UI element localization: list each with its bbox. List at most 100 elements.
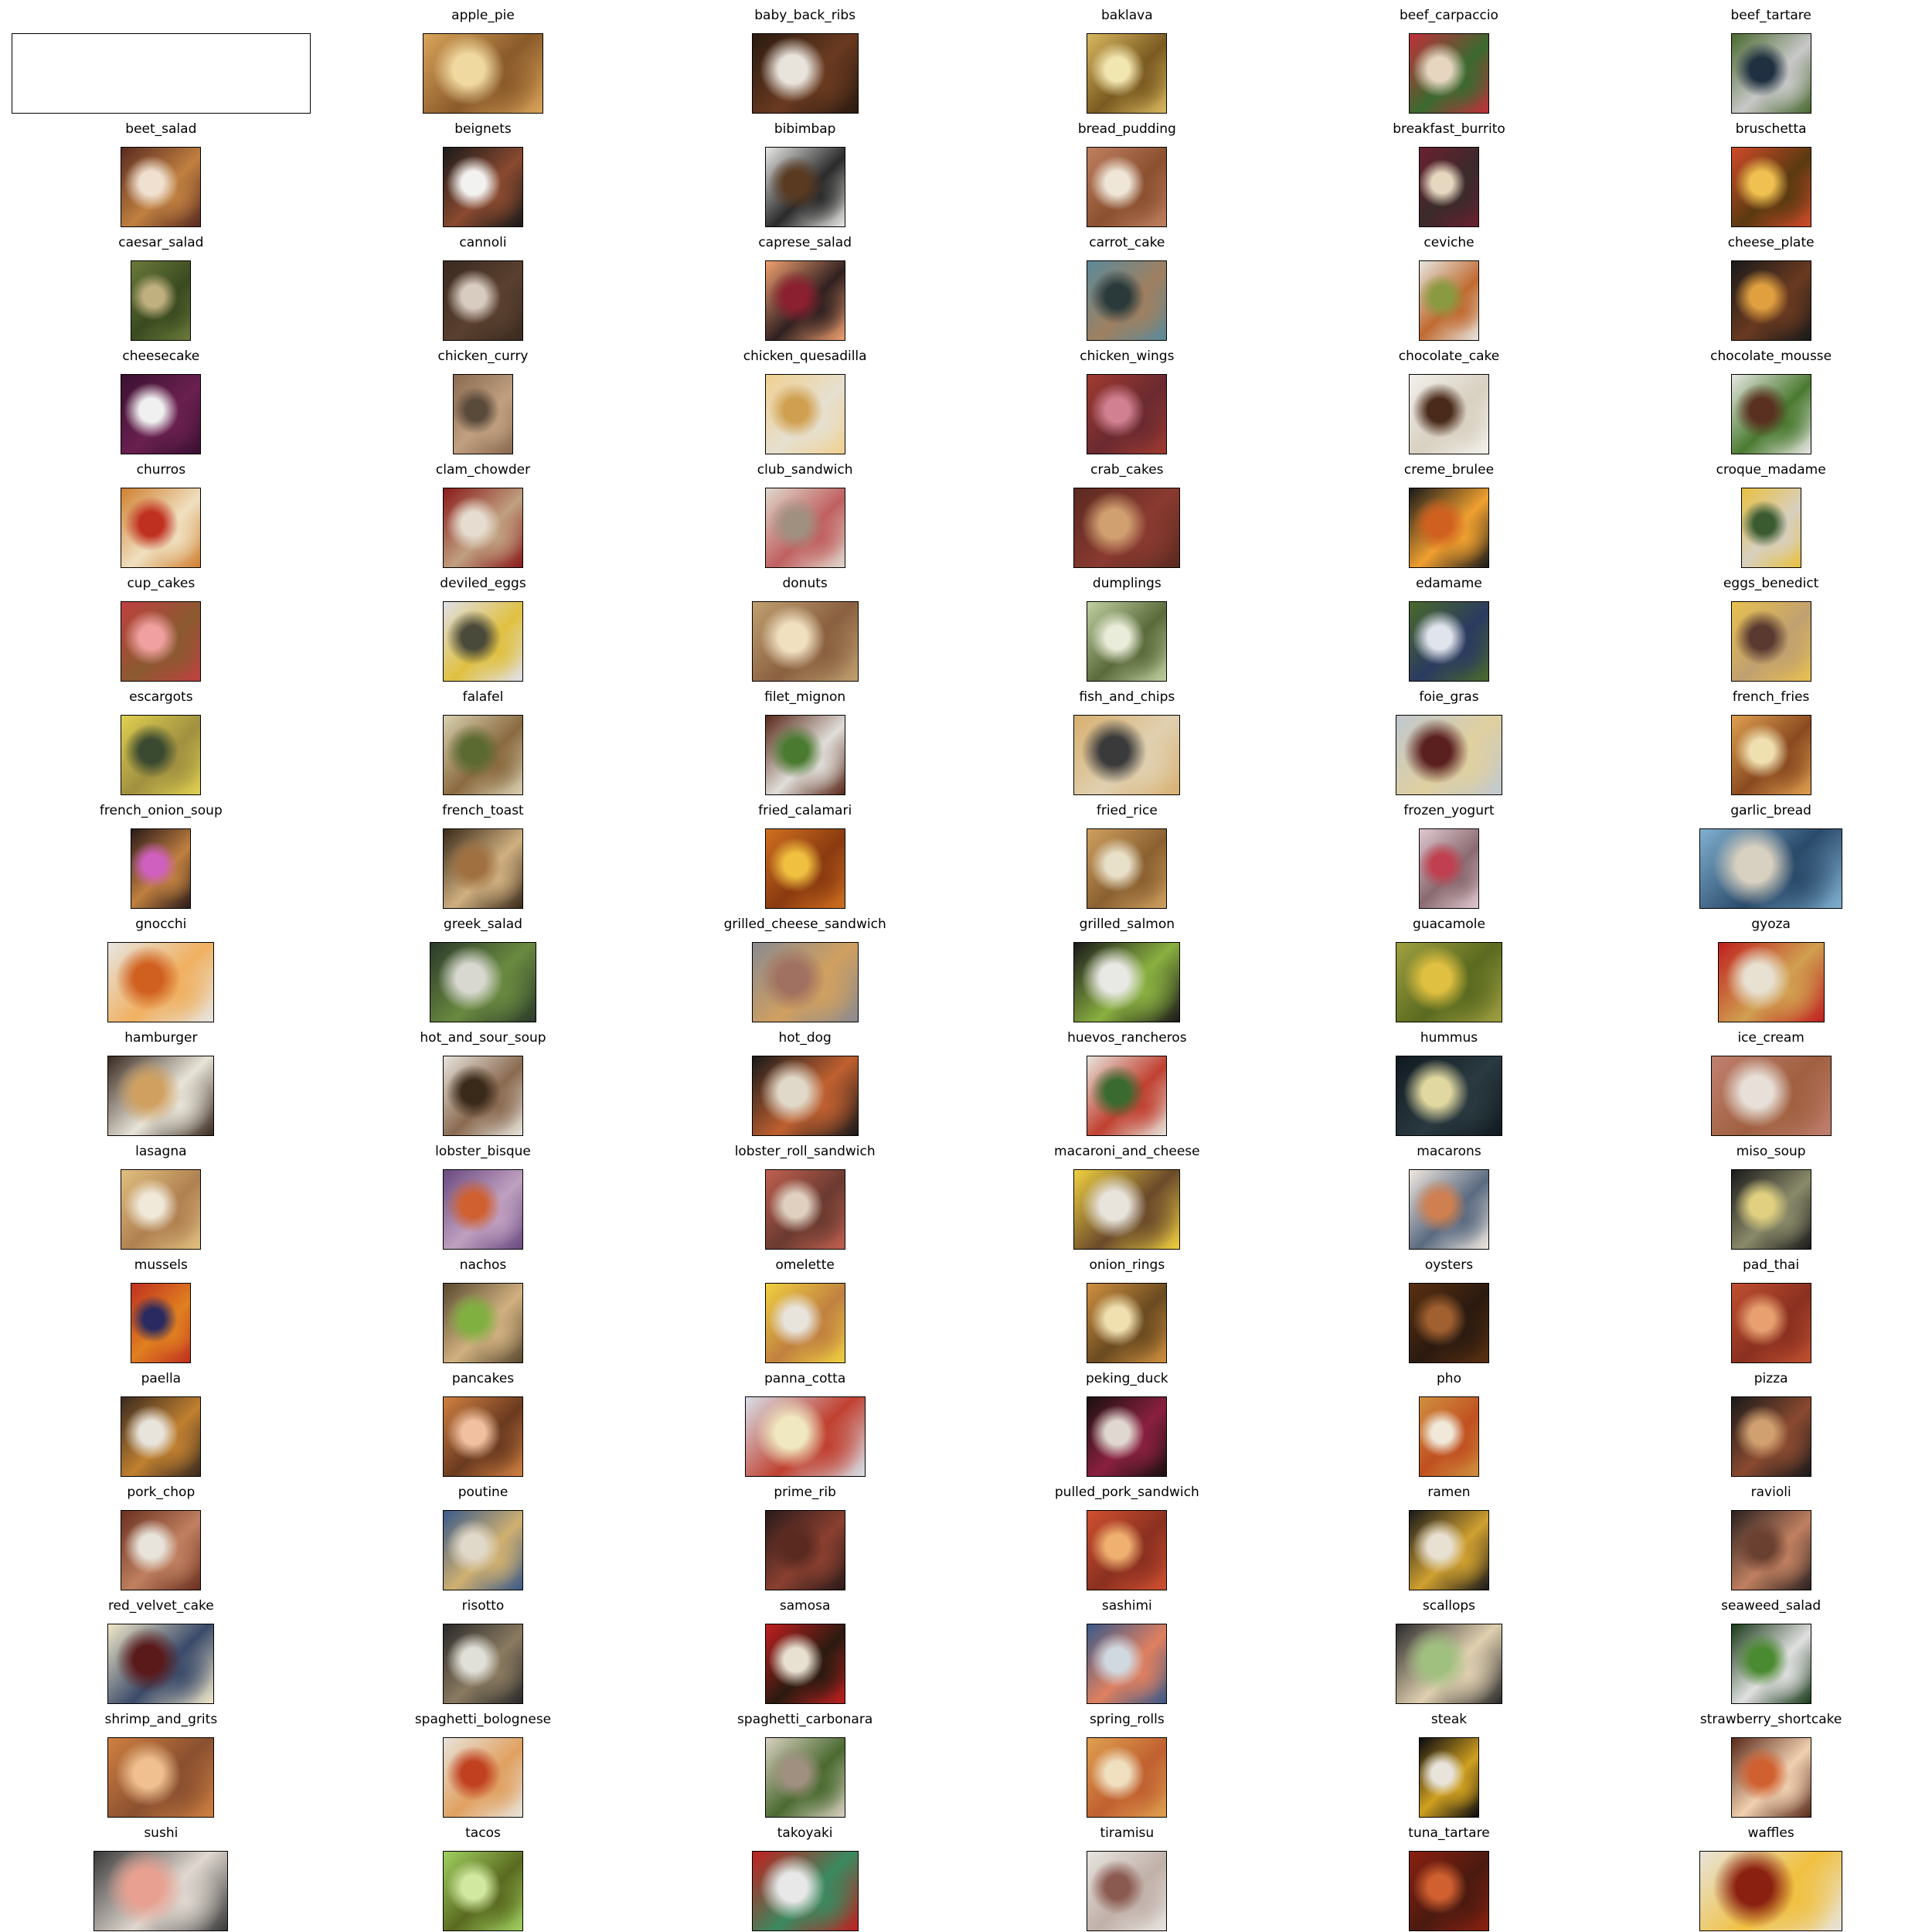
grid-cell: chocolate_cake <box>1288 341 1611 454</box>
grid-cell: panna_cotta <box>644 1363 966 1477</box>
food-photo-thumbnail <box>764 1169 845 1250</box>
food-photo-thumbnail <box>1087 828 1168 909</box>
food-photo-thumbnail <box>1395 942 1503 1022</box>
food-photo-thumbnail <box>442 1056 523 1136</box>
food-photo-thumbnail <box>764 1624 845 1704</box>
food-photo-thumbnail <box>452 374 513 454</box>
food-photo-thumbnail <box>1408 374 1489 454</box>
cell-title: edamame <box>1416 576 1482 591</box>
grid-cell: dumplings <box>966 568 1288 682</box>
food-photo-thumbnail <box>131 828 192 909</box>
food-photo-thumbnail <box>1418 1737 1479 1818</box>
grid-cell: greek_salad <box>322 909 645 1022</box>
grid-cell: lobster_bisque <box>322 1136 645 1250</box>
grid-cell: edamame <box>1288 568 1611 682</box>
food-photo-thumbnail <box>1730 715 1811 795</box>
food-photo-thumbnail <box>1408 1510 1489 1590</box>
food-photo-thumbnail <box>1418 260 1479 341</box>
food-photo-thumbnail <box>764 374 845 454</box>
cell-title: macarons <box>1417 1144 1481 1159</box>
food-photo-thumbnail <box>1730 1283 1811 1363</box>
grid-cell: sushi <box>0 1818 322 1931</box>
food-photo-thumbnail <box>1408 601 1489 682</box>
food-photo-thumbnail <box>1408 1169 1489 1250</box>
cell-title: hot_and_sour_soup <box>420 1030 546 1046</box>
food-photo-thumbnail <box>1087 147 1168 227</box>
grid-cell: creme_brulee <box>1288 454 1611 568</box>
grid-cell: pulled_pork_sandwich <box>966 1477 1288 1590</box>
cell-title: macaroni_and_cheese <box>1054 1144 1200 1159</box>
food-photo-thumbnail <box>764 147 845 227</box>
grid-cell: prime_rib <box>644 1477 966 1590</box>
grid-cell: chocolate_mousse <box>1610 341 1932 454</box>
grid-cell: crab_cakes <box>966 454 1288 568</box>
grid-cell: guacamole <box>1288 909 1611 1022</box>
grid-cell: chicken_curry <box>322 341 645 454</box>
grid-cell: garlic_bread <box>1610 795 1932 909</box>
food-photo-thumbnail <box>1087 1851 1168 1931</box>
food-photo-thumbnail <box>1699 828 1843 909</box>
food-photo-thumbnail <box>442 715 523 795</box>
cell-title: samosa <box>779 1598 831 1614</box>
food-photo-thumbnail <box>1395 1056 1503 1136</box>
grid-cell: shrimp_and_grits <box>0 1704 322 1818</box>
grid-cell: pork_chop <box>0 1477 322 1590</box>
grid-cell: gnocchi <box>0 909 322 1022</box>
cell-title: chicken_quesadilla <box>743 349 867 364</box>
cell-title: french_fries <box>1732 689 1810 705</box>
cell-title: omelette <box>775 1257 835 1273</box>
cell-title: apple_pie <box>451 8 515 23</box>
grid-cell: lasagna <box>0 1136 322 1250</box>
grid-cell: cheesecake <box>0 341 322 454</box>
food-photo-thumbnail <box>107 1056 215 1136</box>
cell-title: baby_back_ribs <box>754 8 856 23</box>
food-photo-thumbnail <box>751 1851 859 1931</box>
cell-title: clam_chowder <box>435 462 531 478</box>
cell-title: greek_salad <box>444 917 522 932</box>
cell-title: breakfast_burrito <box>1393 121 1505 137</box>
cell-title: ravioli <box>1750 1485 1791 1500</box>
food-photo-thumbnail <box>1073 942 1181 1022</box>
cell-title: ramen <box>1427 1485 1471 1500</box>
cell-title: prime_rib <box>774 1485 836 1500</box>
food-photo-thumbnail <box>1730 1396 1811 1477</box>
cell-title: cup_cakes <box>127 576 196 591</box>
cell-title: scallops <box>1422 1598 1476 1614</box>
food-photo-thumbnail <box>1710 1056 1832 1136</box>
food-photo-thumbnail <box>442 1283 523 1363</box>
food-photo-thumbnail <box>131 260 192 341</box>
grid-cell: club_sandwich <box>644 454 966 568</box>
cell-title: bruschetta <box>1735 121 1807 137</box>
cell-title: tacos <box>465 1825 501 1841</box>
grid-cell: nachos <box>322 1250 645 1363</box>
cell-title: ceviche <box>1423 235 1475 250</box>
cell-title: baklava <box>1100 8 1153 23</box>
grid-cell: bruschetta <box>1610 114 1932 227</box>
food-photo-thumbnail <box>442 601 523 682</box>
cell-title: pho <box>1437 1371 1461 1386</box>
cell-title: cheese_plate <box>1727 235 1815 250</box>
grid-cell: fried_rice <box>966 795 1288 909</box>
food-photo-thumbnail <box>1730 1510 1811 1590</box>
grid-cell: chicken_quesadilla <box>644 341 966 454</box>
food-photo-thumbnail <box>94 1851 229 1931</box>
grid-cell: donuts <box>644 568 966 682</box>
grid-cell: ice_cream <box>1610 1022 1932 1136</box>
cell-title: grilled_salmon <box>1079 917 1175 932</box>
grid-cell: fish_and_chips <box>966 682 1288 795</box>
food-photo-thumbnail <box>442 1624 523 1704</box>
food-photo-thumbnail <box>1730 147 1811 227</box>
cell-title: falafel <box>462 689 504 705</box>
grid-cell: spaghetti_bolognese <box>322 1704 645 1818</box>
cell-title: risotto <box>461 1598 505 1614</box>
grid-cell: pad_thai <box>1610 1250 1932 1363</box>
cell-title: beef_carpaccio <box>1399 8 1498 23</box>
food-photo-thumbnail <box>764 1737 845 1818</box>
food-photo-thumbnail <box>744 1396 866 1477</box>
cell-title: frozen_yogurt <box>1403 803 1495 818</box>
cell-title: huevos_rancheros <box>1067 1030 1187 1046</box>
cell-title: gyoza <box>1751 917 1791 932</box>
cell-title: beet_salad <box>125 121 197 137</box>
cell-title: filet_mignon <box>764 689 846 705</box>
grid-cell: deviled_eggs <box>322 568 645 682</box>
